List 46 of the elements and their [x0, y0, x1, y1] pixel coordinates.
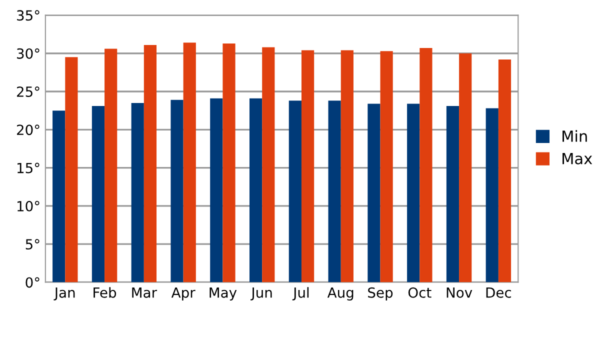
bar	[262, 47, 275, 282]
x-tick-label: Mar	[132, 288, 158, 298]
bar	[52, 110, 66, 282]
bar	[222, 43, 236, 282]
y-tick-label: 30°	[17, 48, 40, 59]
bar	[486, 108, 498, 282]
x-tick-label: Aug	[327, 288, 354, 301]
bar	[368, 104, 380, 282]
x-tick-label: May	[210, 288, 237, 301]
y-tick-label: 20°	[16, 124, 40, 136]
bar	[65, 57, 78, 282]
bar	[446, 106, 460, 282]
legend-label: Min	[562, 130, 587, 142]
x-tick-label: Feb	[94, 287, 116, 298]
x-tick-label: Jul	[292, 287, 309, 300]
x-tick-label: Dec	[486, 288, 512, 298]
bar	[92, 106, 105, 282]
y-tick-label: 15°	[17, 162, 40, 174]
bar	[498, 59, 512, 282]
bar	[170, 100, 184, 282]
x-tick-label: Nov	[446, 288, 472, 298]
y-tick-label: 0°	[26, 277, 40, 288]
bar	[407, 104, 420, 282]
x-tick-label: Apr	[171, 288, 196, 301]
bar	[144, 44, 157, 282]
y-tick-label: 5°	[26, 239, 40, 250]
bar	[104, 48, 118, 282]
x-tick-label: Jan	[54, 288, 75, 300]
legend-label: Max	[562, 153, 592, 164]
bar	[420, 48, 432, 282]
bar	[301, 50, 314, 282]
y-tick-label: 10°	[17, 200, 40, 212]
x-tick-label: Oct	[408, 287, 432, 298]
bar	[459, 53, 472, 282]
bar	[131, 102, 144, 282]
x-tick-label: Sep	[368, 287, 393, 301]
bar	[210, 98, 223, 282]
bar	[183, 42, 196, 282]
bar	[380, 51, 393, 282]
y-tick-label: 35°	[17, 10, 40, 21]
y-tick-label: 25°	[16, 86, 40, 97]
bar	[249, 98, 262, 282]
bar	[328, 100, 341, 282]
bar	[340, 50, 354, 282]
x-tick-label: Jun	[250, 288, 272, 300]
bar	[288, 100, 302, 282]
